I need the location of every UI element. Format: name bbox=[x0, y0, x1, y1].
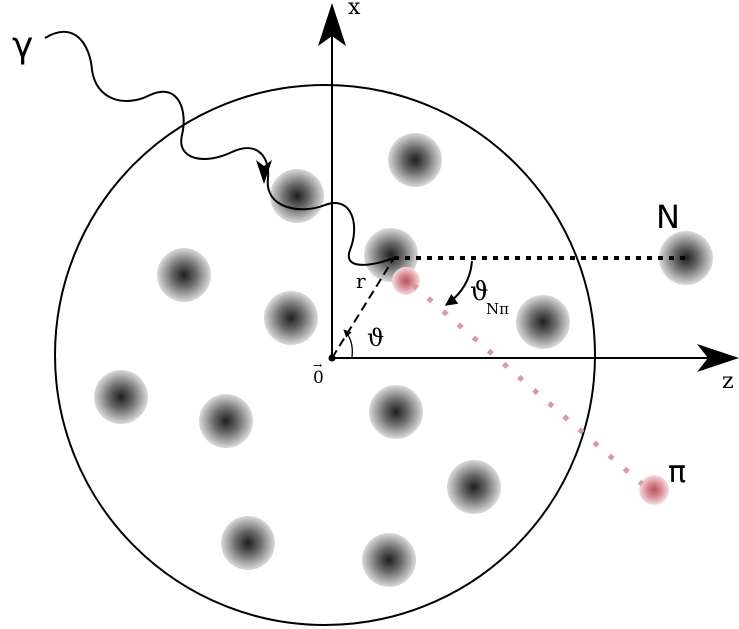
photon-arrowhead bbox=[256, 160, 272, 184]
photon-path bbox=[44, 31, 395, 266]
nucleon bbox=[270, 169, 324, 223]
origin-label: 0 bbox=[313, 368, 324, 388]
nucleon bbox=[369, 385, 423, 439]
nucleon bbox=[388, 133, 442, 187]
pion-label: π bbox=[668, 455, 686, 490]
nucleon bbox=[362, 533, 416, 587]
origin-point bbox=[328, 354, 336, 362]
pion-outgoing bbox=[639, 475, 669, 505]
nucleon-label: N bbox=[656, 198, 680, 236]
radius-vector bbox=[331, 257, 395, 359]
nucleon bbox=[157, 248, 211, 302]
x-axis-label: x bbox=[348, 0, 361, 20]
z-axis-label: z bbox=[722, 369, 734, 394]
nucleon bbox=[516, 295, 570, 349]
theta-arc bbox=[343, 329, 353, 358]
nucleon bbox=[264, 291, 318, 345]
theta-label: ϑ bbox=[367, 324, 384, 352]
photon-label: γ bbox=[12, 25, 33, 66]
origin-vector-mark: → bbox=[313, 359, 322, 372]
nucleon bbox=[447, 460, 501, 514]
theta-npi-arc bbox=[445, 260, 473, 306]
radius-label: r bbox=[356, 269, 366, 293]
theta-npi-label: ϑ bbox=[470, 277, 489, 307]
nucleon bbox=[94, 370, 148, 424]
pion-production bbox=[392, 267, 420, 295]
nucleon-outgoing bbox=[659, 231, 713, 285]
x-axis-arrowhead bbox=[318, 3, 346, 46]
nucleons bbox=[94, 133, 713, 587]
nucleus-boundary bbox=[54, 84, 596, 626]
z-axis-arrowhead bbox=[697, 344, 739, 372]
theta-npi-subscript: Nπ bbox=[486, 300, 509, 318]
nucleon bbox=[199, 394, 253, 448]
nucleon bbox=[221, 516, 275, 570]
